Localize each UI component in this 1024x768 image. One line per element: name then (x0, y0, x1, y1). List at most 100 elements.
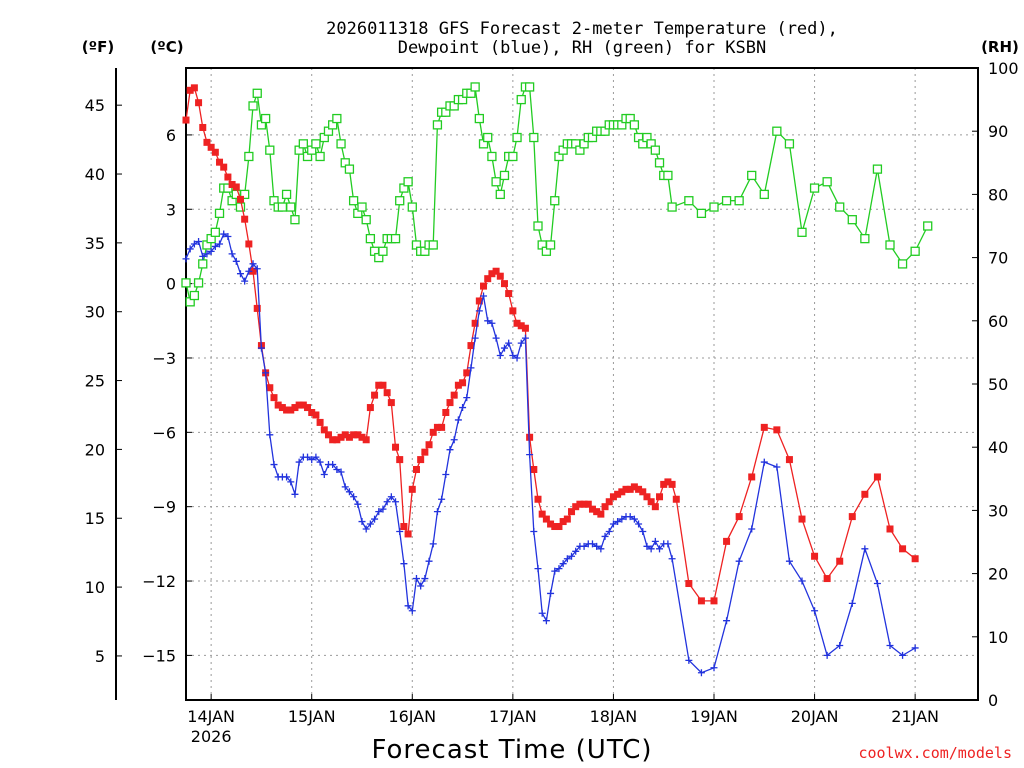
temperature-point (614, 490, 622, 498)
dewpoint-point (211, 242, 219, 250)
rh-point (797, 227, 807, 237)
temperature-point (383, 389, 391, 397)
dewpoint-point (199, 252, 207, 260)
temperature-point (517, 322, 525, 330)
dewpoint-point (873, 580, 881, 588)
rh-point (189, 290, 200, 301)
dewpoint-point (488, 319, 496, 327)
temperature-point (182, 116, 190, 124)
rh-point (709, 202, 719, 212)
dewpoint-point (723, 617, 731, 625)
dewpoint-point (241, 277, 249, 285)
dewpoint-point (224, 233, 232, 241)
temperature-point (639, 488, 647, 496)
temperature-point (371, 391, 379, 399)
dewpoint-point (685, 656, 693, 664)
dewpoint-point (266, 431, 274, 439)
temperature-point (253, 304, 261, 312)
temperature-point (375, 381, 383, 389)
rh-point (474, 113, 484, 124)
temperature-point (555, 523, 563, 531)
rh-point (223, 183, 233, 193)
temperature-point (220, 163, 228, 171)
temperature-point (584, 500, 592, 508)
temperature-point (547, 520, 555, 528)
rh-series (181, 82, 933, 307)
dewpoint-point (568, 552, 576, 560)
temperature-point (609, 493, 617, 501)
dewpoint-point (899, 651, 907, 659)
celsius-tick-label: −9 (152, 498, 176, 517)
temperature-point (798, 515, 806, 523)
dewpoint-point (412, 575, 420, 583)
time-tick-year-label: 2026 (191, 727, 232, 746)
rh-point (470, 82, 480, 92)
rh-tick-label: 90 (988, 122, 1008, 141)
dewpoint-point (404, 602, 412, 610)
rh-point (487, 151, 497, 162)
temperature-point (412, 466, 420, 474)
fahrenheit-tick-label: 20 (85, 440, 105, 459)
dewpoint-point (438, 495, 446, 503)
dewpoint-point (450, 436, 458, 444)
dewpoint-point (383, 498, 391, 506)
fahrenheit-tick-label: 30 (85, 303, 105, 322)
fahrenheit-tick-label: 35 (85, 234, 105, 253)
dewpoint-point (484, 317, 492, 325)
fahrenheit-tick-label: 15 (85, 509, 105, 528)
temperature-point (450, 391, 458, 399)
dewpoint-point (656, 545, 664, 553)
rh-tick-label: 40 (988, 438, 1008, 457)
rh-line (185, 85, 929, 304)
temperature-point (635, 485, 643, 493)
temperature-point (542, 515, 550, 523)
dewpoint-point (320, 470, 328, 478)
rh-point (344, 164, 355, 174)
dewpoint-point (396, 527, 404, 535)
dewpoint-point (505, 339, 513, 347)
temperature-point (324, 431, 332, 439)
fahrenheit-unit-label: (ºF) (82, 38, 114, 56)
dewpoint-point (400, 560, 408, 568)
dewpoint-point (597, 545, 605, 553)
temperature-point (521, 324, 529, 332)
rh-point (277, 202, 288, 212)
rh-point (281, 189, 292, 200)
temperature-point (186, 86, 194, 94)
temperature-point (442, 409, 450, 417)
temperature-point (433, 423, 441, 431)
temperature-point (195, 99, 203, 107)
temperature-point (446, 399, 454, 407)
rh-point (298, 139, 308, 149)
rh-point (747, 170, 757, 181)
time-tick-label: 16JAN (388, 707, 436, 726)
rh-point (910, 246, 920, 256)
rh-point (533, 221, 543, 231)
rh-point (395, 196, 405, 206)
temperature-point (236, 195, 244, 203)
temperature-point (647, 498, 655, 506)
dewpoint-point (735, 557, 743, 565)
dewpoint-point (304, 453, 312, 461)
dewpoint-point (333, 466, 341, 474)
rh-point (784, 139, 795, 149)
temperature-point (241, 215, 249, 223)
rh-point (860, 233, 870, 244)
rh-point (286, 202, 296, 212)
dewpoint-point (823, 651, 831, 659)
temperature-point (836, 557, 844, 565)
dewpoint-point (861, 545, 869, 553)
temperature-point (228, 180, 236, 188)
temperature-point (471, 319, 479, 327)
temperature-point (299, 401, 307, 409)
dewpoint-point (316, 458, 324, 466)
dewpoint-point (408, 607, 416, 615)
dewpoint-point (538, 609, 546, 617)
rh-point (403, 177, 413, 187)
rh-point (428, 240, 438, 250)
rh-point (508, 151, 518, 162)
temperature-point (559, 518, 567, 526)
rh-point (244, 151, 254, 162)
